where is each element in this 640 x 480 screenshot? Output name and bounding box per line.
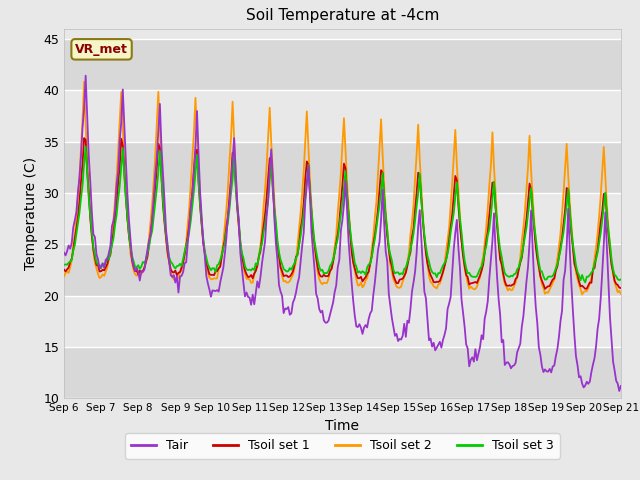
- Bar: [64, 244, 621, 296]
- Legend: Tair, Tsoil set 1, Tsoil set 2, Tsoil set 3: Tair, Tsoil set 1, Tsoil set 2, Tsoil se…: [125, 433, 560, 459]
- Bar: [64, 142, 621, 193]
- Text: VR_met: VR_met: [75, 43, 128, 56]
- Bar: [64, 347, 621, 398]
- X-axis label: Time: Time: [325, 419, 360, 433]
- Title: Soil Temperature at -4cm: Soil Temperature at -4cm: [246, 9, 439, 24]
- Bar: [64, 90, 621, 142]
- Bar: [64, 296, 621, 347]
- Y-axis label: Temperature (C): Temperature (C): [24, 157, 38, 270]
- Bar: [64, 193, 621, 244]
- Bar: [64, 39, 621, 90]
